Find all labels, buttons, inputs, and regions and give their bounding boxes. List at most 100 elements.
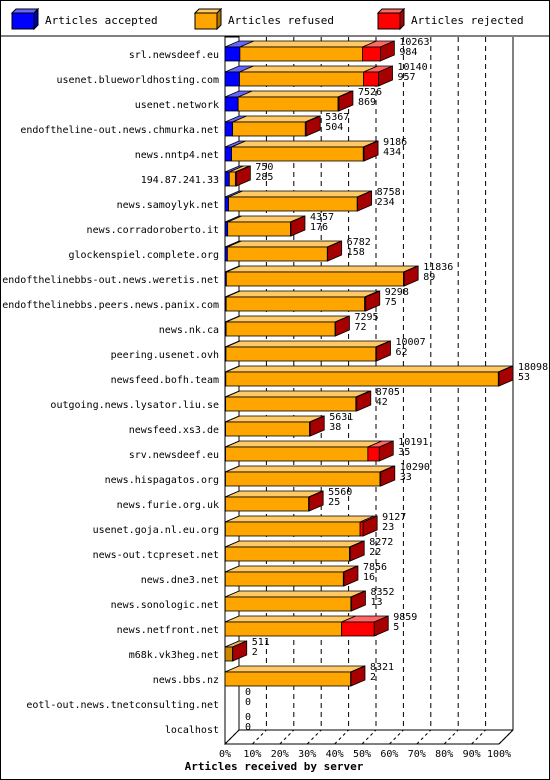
x-tick-label: 60% [380, 749, 398, 760]
total-value-label: 10140 [398, 62, 428, 73]
bar-side [349, 540, 365, 562]
x-tick-label: 80% [435, 749, 453, 760]
accepted-value-label: 53 [518, 372, 530, 383]
accepted-value-label: 75 [385, 297, 397, 308]
bar-segment-top [225, 540, 364, 548]
accepted-value-label: 0 [245, 697, 251, 708]
legend-label-refused: Articles refused [228, 14, 334, 27]
bar-segment-top [239, 40, 377, 48]
total-value-label: 511 [252, 637, 270, 648]
total-value-label: 9298 [385, 287, 409, 298]
accepted-value-label: 957 [398, 72, 416, 83]
bar-segment [341, 621, 375, 637]
total-value-label: 10007 [396, 337, 426, 348]
bar-segment-top [226, 265, 418, 273]
bar-segment-top [237, 90, 353, 98]
legend-swatch-accepted-side [33, 7, 39, 31]
total-value-label: 5367 [325, 112, 349, 123]
bar-segment-top [225, 340, 390, 348]
bar-side [308, 490, 324, 512]
bar-side [232, 640, 248, 662]
total-value-label: 5560 [328, 487, 352, 498]
category-label: srl.newsdeef.eu [129, 50, 219, 61]
total-value-label: 10191 [398, 437, 428, 448]
legend-swatch-rejected-front [377, 12, 401, 30]
total-value-label: 7856 [363, 562, 387, 573]
bar-side [343, 565, 359, 587]
bar-segment [228, 196, 358, 212]
bar-segment-top [224, 665, 365, 673]
accepted-value-label: 0 [245, 722, 251, 733]
bar-side [363, 140, 379, 162]
category-label: news.nk.ca [159, 325, 219, 336]
total-value-label: 7295 [354, 312, 378, 323]
accepted-value-label: 285 [255, 172, 273, 183]
x-tick-label: 30% [298, 749, 316, 760]
accepted-value-label: 5 [393, 622, 399, 633]
bar-segment [232, 121, 306, 137]
bar-segment-top [225, 290, 379, 298]
bar-segment [224, 521, 361, 537]
total-value-label: 4357 [310, 212, 334, 223]
x-tick-label: 0% [219, 749, 231, 760]
x-tick-label: 20% [271, 749, 289, 760]
legend-swatch-rejected-side [399, 7, 405, 31]
bar-segment [225, 421, 311, 437]
category-label: news.hispagatos.org [105, 475, 219, 486]
bar-segment [225, 321, 336, 337]
category-label: news.bbs.nz [153, 675, 219, 686]
bar-segment [224, 196, 229, 212]
bar-segment-top [225, 565, 358, 573]
x-tick-label: 50% [353, 749, 371, 760]
total-value-label: 9186 [383, 137, 407, 148]
bar-side [357, 190, 372, 212]
accepted-value-label: 89 [423, 272, 435, 283]
category-label: news.dne3.net [141, 575, 219, 586]
legend-item-accepted: Articles accepted [10, 7, 158, 31]
category-label: 194.87.241.33 [141, 175, 219, 186]
bar-segment-top [225, 415, 324, 423]
bar-segment [224, 46, 241, 62]
accepted-value-label: 158 [347, 247, 365, 258]
category-label: endofthelinebbs-out.news.weretis.net [2, 275, 219, 286]
accepted-value-label: 25 [328, 497, 340, 508]
bar-segment [239, 71, 365, 87]
bar-segment [239, 46, 363, 62]
bar-segment [225, 346, 377, 362]
total-value-label: 7526 [358, 87, 382, 98]
legend-swatch-refused-front [194, 12, 218, 30]
bar-segment-top [225, 365, 513, 373]
total-value-label: 750 [255, 162, 273, 173]
bar-row: endofthelinebbs.peers.news.panix.com 9298… [2, 287, 409, 312]
bar-segment [224, 146, 232, 162]
bar-segment [227, 221, 291, 237]
bar-segment [225, 396, 357, 412]
accepted-value-label: 176 [310, 222, 328, 233]
bar-side [305, 115, 321, 137]
bar-side [309, 415, 325, 437]
bar-segment [224, 571, 344, 587]
bar-segment [224, 96, 239, 112]
total-value-label: 10263 [399, 37, 429, 48]
total-value-label: 8758 [377, 187, 401, 198]
total-value-label: 6782 [347, 237, 371, 248]
bar-segment-top [225, 465, 395, 473]
bar-row: endofthelinebbs-out.news.weretis.net 1183… [2, 262, 453, 287]
category-label: news.furie.org.uk [117, 500, 219, 511]
accepted-value-label: 62 [396, 347, 408, 358]
bar-segment [224, 671, 352, 687]
legend-item-refused: Articles refused [193, 7, 334, 31]
bar-segment-top [227, 240, 342, 248]
accepted-value-label: 869 [358, 97, 376, 108]
